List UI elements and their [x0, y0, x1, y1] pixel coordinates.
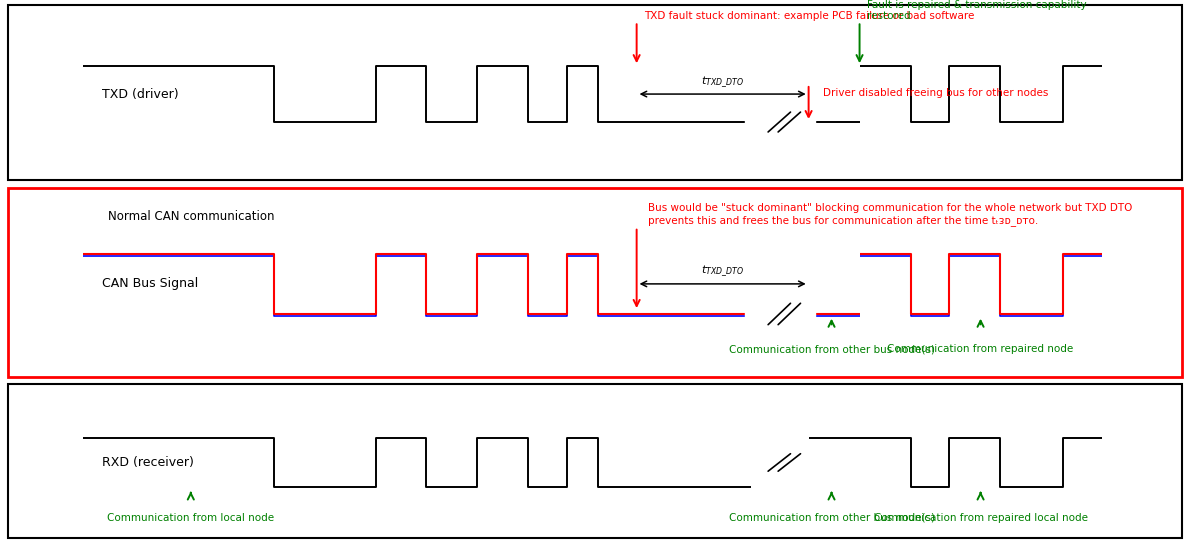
- Text: Communication from repaired node: Communication from repaired node: [888, 344, 1073, 354]
- Text: Communication from local node: Communication from local node: [107, 513, 275, 523]
- Text: Fault is repaired & transmission capability
restored: Fault is repaired & transmission capabil…: [866, 0, 1086, 21]
- Text: Communication from repaired local node: Communication from repaired local node: [873, 513, 1088, 523]
- Text: CAN Bus Signal: CAN Bus Signal: [101, 277, 198, 290]
- Text: RXD (receiver): RXD (receiver): [101, 456, 194, 469]
- Text: Bus would be "stuck dominant" blocking communication for the whole network but T: Bus would be "stuck dominant" blocking c…: [649, 203, 1133, 225]
- Text: Communication from other bus node(s): Communication from other bus node(s): [728, 513, 934, 523]
- Text: Normal CAN communication: Normal CAN communication: [108, 210, 275, 223]
- Text: TXD fault stuck dominant: example PCB failure or bad software: TXD fault stuck dominant: example PCB fa…: [644, 11, 975, 21]
- Text: $t_{TXD\_DTO}$: $t_{TXD\_DTO}$: [701, 264, 744, 279]
- Text: Communication from other bus node(s): Communication from other bus node(s): [728, 344, 934, 354]
- Text: TXD (driver): TXD (driver): [101, 87, 178, 100]
- Text: $t_{TXD\_DTO}$: $t_{TXD\_DTO}$: [701, 74, 744, 90]
- Text: Driver disabled freeing bus for other nodes: Driver disabled freeing bus for other no…: [822, 88, 1048, 98]
